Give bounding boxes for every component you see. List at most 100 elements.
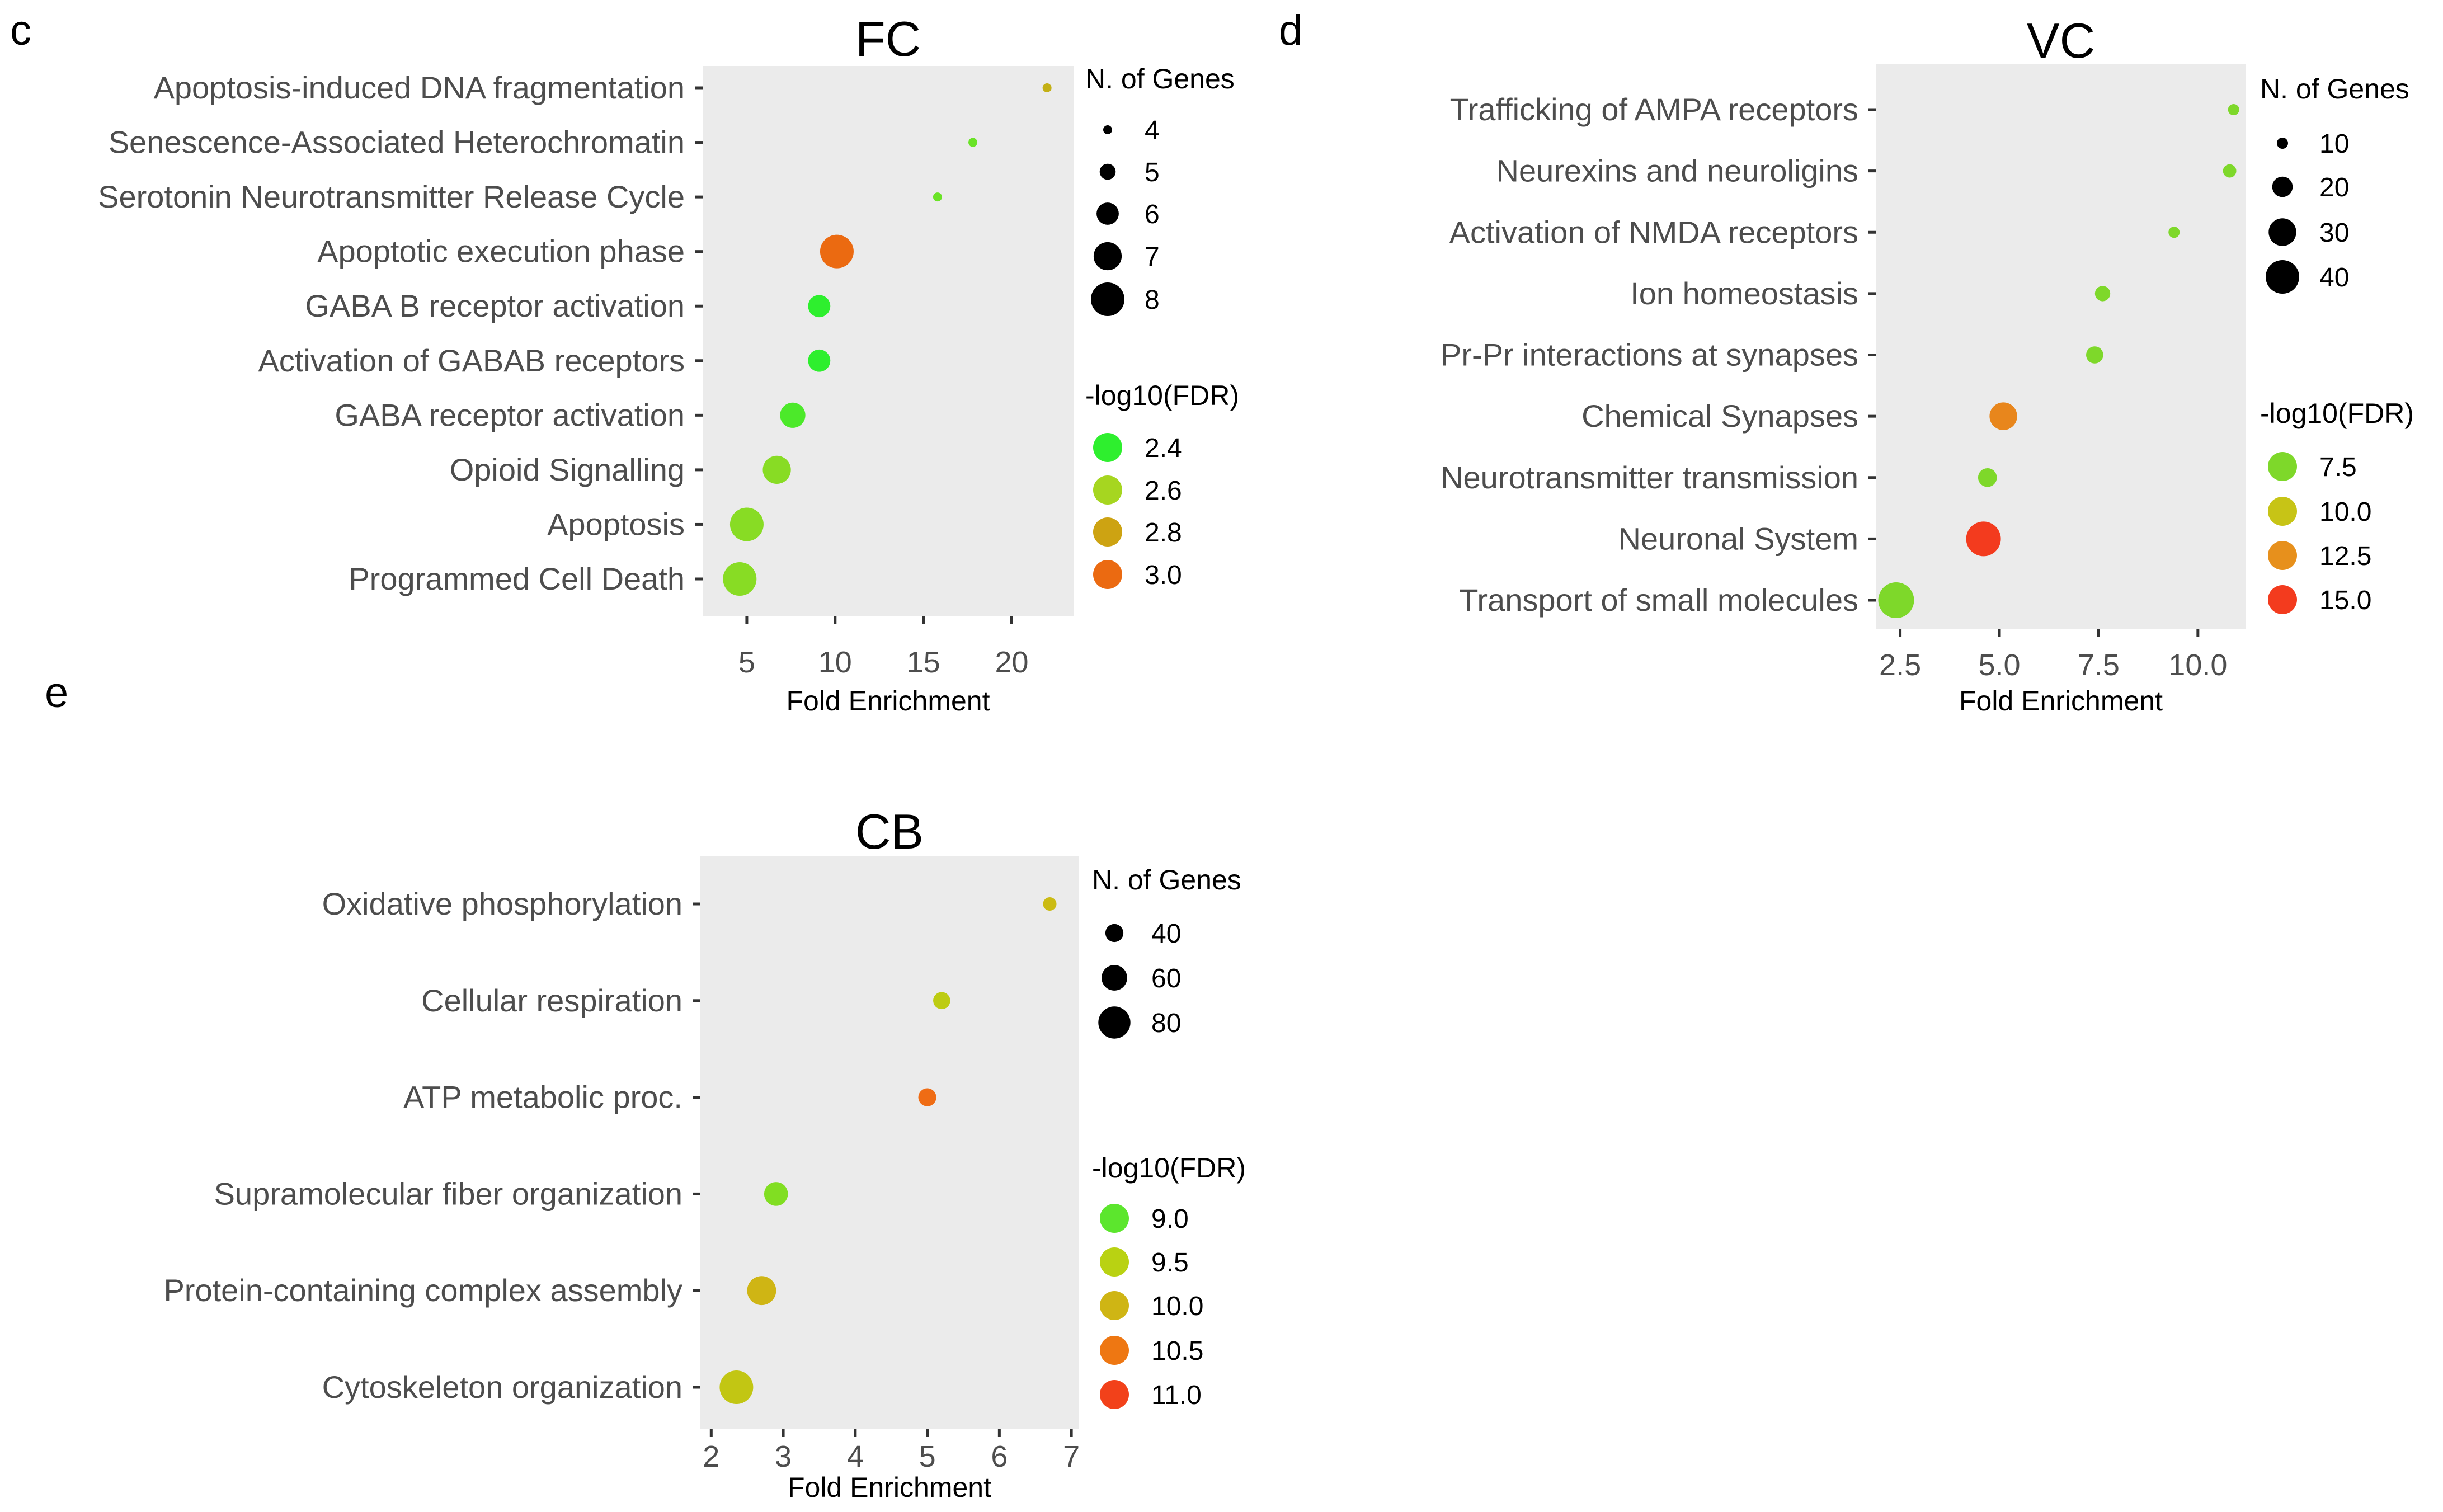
size-legend-key <box>1093 242 1122 271</box>
data-point <box>1042 83 1052 92</box>
x-tick-label: 3 <box>775 1440 792 1473</box>
color-legend-label: 10.0 <box>2319 497 2371 527</box>
x-tick-label: 7.5 <box>2078 648 2120 682</box>
panel-c: c FC Apoptosis-induced DNA fragmentation Se… <box>10 7 1239 717</box>
color-legend-label: 9.5 <box>1151 1248 1189 1278</box>
plot-background <box>700 856 1079 1429</box>
color-legend-key <box>2268 452 2297 481</box>
chart-title: CB <box>855 804 924 859</box>
panel-d: d VC Trafficking of AMPA receptors Neurexin… <box>1279 7 2414 717</box>
color-legend-key <box>1093 475 1122 505</box>
panel-label-e: e <box>45 669 68 717</box>
size-legend-key <box>1091 282 1124 316</box>
color-legend-label: 3.0 <box>1145 560 1182 590</box>
x-tick-label: 4 <box>847 1440 864 1473</box>
y-tick-label: Neuronal System <box>1618 521 1858 556</box>
y-tick-label: Transport of small molecules <box>1459 582 1858 618</box>
data-point <box>719 1370 754 1404</box>
color-legend-key <box>1100 1336 1129 1365</box>
y-tick-label: Apoptotic execution phase <box>317 234 685 269</box>
data-point <box>1878 582 1914 618</box>
data-point <box>933 992 950 1010</box>
panel-label-c: c <box>10 7 31 54</box>
color-legend-key <box>2268 541 2297 570</box>
size-legend-title: N. of Genes <box>1085 63 1235 95</box>
x-tick-label: 5 <box>738 646 755 679</box>
size-legend-label: 80 <box>1151 1009 1181 1038</box>
x-tick-label: 20 <box>995 646 1028 679</box>
size-legend-label: 6 <box>1145 200 1160 229</box>
color-legend-key <box>1093 560 1122 589</box>
y-tick-label: Ion homeostasis <box>1630 276 1858 311</box>
size-legend-label: 8 <box>1145 285 1160 315</box>
plot-background <box>703 66 1074 616</box>
size-legend-label: 60 <box>1151 964 1181 993</box>
size-legend-key <box>1098 1006 1131 1039</box>
size-legend-key <box>2268 218 2296 246</box>
size-legend-label: 30 <box>2319 218 2349 248</box>
data-point <box>723 562 757 596</box>
x-tick-label: 10.0 <box>2168 648 2227 682</box>
size-legend-key <box>1105 924 1124 943</box>
x-tick-label: 5.0 <box>1978 648 2020 682</box>
x-tick-label: 6 <box>991 1440 1008 1473</box>
x-tick-label: 7 <box>1063 1440 1080 1473</box>
size-legend-label: 4 <box>1145 116 1160 145</box>
size-legend-label: 10 <box>2319 129 2349 159</box>
color-legend-label: 10.0 <box>1151 1292 1203 1321</box>
size-legend-key <box>1102 965 1127 991</box>
color-legend-label: 10.5 <box>1151 1336 1203 1366</box>
color-legend-key <box>2268 497 2297 526</box>
chart-title: FC <box>855 11 921 67</box>
y-tick-label: ATP metabolic proc. <box>403 1080 682 1115</box>
y-tick-label: Senescence-Associated Heterochromatin <box>109 125 685 160</box>
data-point <box>1966 521 2001 557</box>
color-legend-title: -log10(FDR) <box>1092 1152 1246 1184</box>
chart-title: VC <box>2027 13 2095 68</box>
data-point <box>780 402 806 428</box>
data-point <box>1043 897 1057 911</box>
panel-label-d: d <box>1279 7 1302 54</box>
data-point <box>2223 164 2237 178</box>
color-legend-key <box>1100 1204 1129 1233</box>
color-legend-key <box>1093 517 1122 547</box>
color-legend-label: 7.5 <box>2319 453 2357 482</box>
size-legend-label: 20 <box>2319 173 2349 202</box>
color-legend-key <box>1093 433 1122 462</box>
y-tick-label: Trafficking of AMPA receptors <box>1450 92 1858 127</box>
color-legend-label: 2.8 <box>1145 518 1182 548</box>
data-point <box>747 1276 776 1306</box>
data-point <box>764 1182 788 1206</box>
data-point <box>933 192 942 202</box>
color-legend-label: 11.0 <box>1151 1381 1202 1410</box>
color-legend-title: -log10(FDR) <box>2260 398 2414 429</box>
y-tick-label: Protein-containing complex assembly <box>163 1273 682 1308</box>
y-tick-label: Opioid Signalling <box>450 452 685 487</box>
size-legend-label: 7 <box>1145 242 1160 272</box>
size-legend-title: N. of Genes <box>1092 864 1241 896</box>
color-legend-label: 9.0 <box>1151 1204 1189 1234</box>
data-point <box>918 1088 936 1106</box>
x-tick-label: 5 <box>919 1440 936 1473</box>
color-legend-key <box>1100 1291 1129 1320</box>
y-tick-label: Neurexins and neuroligins <box>1496 153 1859 189</box>
y-tick-label: Programmed Cell Death <box>349 561 685 596</box>
size-legend-title: N. of Genes <box>2260 73 2409 105</box>
y-tick-label: Apoptosis-induced DNA fragmentation <box>154 70 685 105</box>
data-point <box>1989 402 2017 430</box>
x-axis-title: Fold Enrichment <box>786 685 990 717</box>
data-point <box>2168 227 2180 238</box>
x-tick-label: 2 <box>703 1440 719 1473</box>
size-legend-label: 40 <box>1151 919 1181 949</box>
data-point <box>2094 286 2111 302</box>
color-legend-label: 15.0 <box>2319 586 2371 615</box>
y-tick-label: Activation of NMDA receptors <box>1449 214 1858 249</box>
color-legend-key <box>1100 1380 1129 1409</box>
x-tick-label: 2.5 <box>1879 648 1921 682</box>
color-legend-label: 2.6 <box>1145 476 1182 506</box>
y-tick-label: Chemical Synapses <box>1581 398 1858 434</box>
size-legend-key <box>1103 125 1112 134</box>
data-point <box>2086 346 2103 364</box>
x-tick-label: 15 <box>907 646 940 679</box>
